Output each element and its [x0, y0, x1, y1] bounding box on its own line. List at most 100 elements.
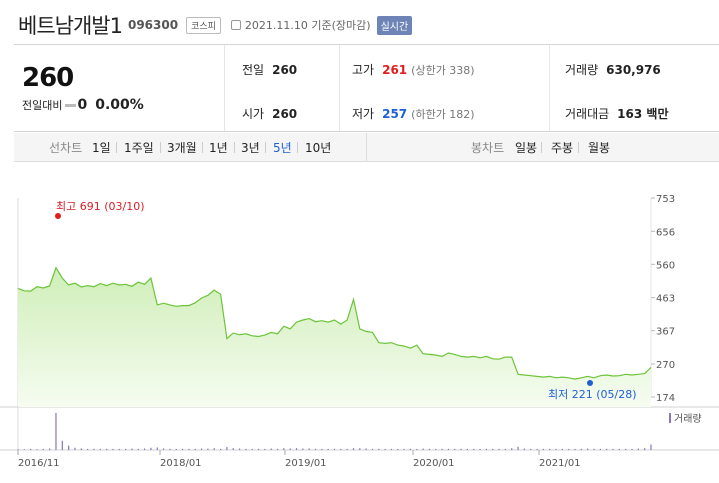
volume-bar [264, 448, 266, 450]
volume-bar [238, 448, 241, 450]
stock-name[interactable]: 베트남개발1 [18, 14, 123, 38]
period-10y[interactable]: 10년 [305, 141, 332, 155]
volume-bar [517, 446, 519, 450]
divider [160, 142, 161, 153]
volume-bar [637, 448, 639, 450]
volume-bar [618, 448, 620, 450]
volume-bar [568, 448, 570, 450]
volume-bar [156, 447, 158, 450]
period-3m[interactable]: 3개월 [167, 141, 197, 155]
volume-bar [492, 448, 494, 450]
volume-bar [371, 448, 374, 450]
volume-bar [365, 448, 367, 450]
divider [265, 142, 266, 153]
volume-bar [485, 448, 488, 450]
volume-bar [409, 448, 412, 450]
stat-value: 261 [382, 62, 408, 77]
price-area [18, 267, 651, 407]
volume-bar [333, 448, 336, 450]
x-tick-label: 2021/01 [539, 458, 581, 469]
volume-bar [49, 448, 51, 450]
volume-bar [118, 448, 120, 450]
current-price-cell: 260 전일대비 0 0.00% [14, 45, 225, 131]
volume-bar [308, 448, 310, 450]
volume-bar [580, 448, 582, 450]
volume-bar [257, 448, 260, 450]
low-annotation: 최저 221 (05/28) [548, 388, 637, 401]
volume-bar [80, 448, 82, 450]
stat-label: 거래대금 [565, 107, 610, 121]
period-1d[interactable]: 1일 [92, 141, 111, 155]
y-tick-label: 656 [656, 227, 675, 238]
stat-amount: 거래대금 163 백만 [565, 105, 668, 122]
volume-legend-label: 거래량 [674, 413, 702, 425]
line-chart-label: 선차트 [49, 141, 83, 155]
divider [541, 142, 542, 153]
divider [339, 45, 340, 131]
volume-bar [219, 448, 222, 450]
volume-bar [454, 448, 456, 450]
volume-bar [511, 448, 513, 450]
realtime-button[interactable]: 실시간 [376, 15, 413, 35]
volume-bar [574, 448, 576, 450]
lower-limit: (하한가 182) [411, 107, 475, 121]
volume-bar [93, 448, 95, 450]
volume-bar [302, 448, 304, 450]
volume-bar [131, 448, 133, 450]
change-value: 0 [77, 97, 88, 113]
stat-label: 거래량 [565, 63, 599, 77]
y-tick-label: 174 [656, 393, 675, 404]
price-chart[interactable]: 753 656 560 463 367 270 174 거래량 2016/11 2018/01… [0, 162, 719, 483]
volume-bar [74, 447, 76, 450]
volume-bar [473, 448, 475, 450]
volume-bar [23, 449, 25, 450]
volume-bar [650, 444, 652, 450]
volume-bar [61, 440, 63, 450]
volume-bar [251, 448, 253, 450]
period-5y[interactable]: 5년 [273, 141, 292, 155]
candle-weekly[interactable]: 주봉 [551, 141, 574, 155]
volume-bar [397, 448, 399, 450]
volume-bar [181, 448, 184, 450]
divider [202, 142, 203, 153]
candle-daily[interactable]: 일봉 [515, 141, 538, 155]
volume-bar [561, 448, 563, 450]
volume-bar [504, 448, 507, 450]
stat-value: 260 [272, 62, 298, 77]
period-3y[interactable]: 3년 [241, 141, 260, 155]
stock-code: 096300 [127, 18, 179, 32]
volume-bar [270, 448, 272, 450]
period-1w[interactable]: 1주일 [124, 141, 154, 155]
change-percent: 0.00% [95, 97, 144, 113]
volume-bar [599, 448, 601, 450]
volume-bar [125, 448, 127, 450]
period-1y[interactable]: 1년 [209, 141, 228, 155]
x-tick-label: 2020/01 [413, 458, 455, 469]
y-tick-label: 270 [656, 360, 675, 371]
volume-bar [188, 448, 190, 450]
divider [366, 133, 367, 162]
volume-bar [625, 448, 627, 450]
volume-bar [55, 413, 57, 450]
volume-bar [327, 448, 329, 450]
volume-bar [295, 448, 298, 450]
volume-bar [606, 448, 608, 450]
volume-bar [466, 448, 469, 450]
flat-icon [65, 103, 77, 107]
y-axis: 753 656 560 463 367 270 174 [651, 194, 675, 404]
volume-bar [631, 448, 633, 450]
y-tick-label: 463 [656, 294, 675, 305]
stat-value: 260 [272, 106, 298, 121]
stat-low: 저가 257 (하한가 182) [352, 105, 475, 122]
stat-value: 257 [382, 106, 408, 121]
candle-chart-label: 봉차트 [471, 141, 505, 155]
candle-monthly[interactable]: 월봉 [588, 141, 611, 155]
volume-bar [213, 448, 215, 450]
volume-bar [17, 449, 19, 450]
x-tick-label: 2018/01 [160, 458, 202, 469]
low-marker [587, 380, 593, 386]
stat-prev-close: 전일 260 [242, 61, 297, 78]
volume-bar [42, 448, 44, 450]
price-change: 전일대비 0 0.00% [22, 97, 144, 113]
volume-bar [435, 448, 437, 450]
